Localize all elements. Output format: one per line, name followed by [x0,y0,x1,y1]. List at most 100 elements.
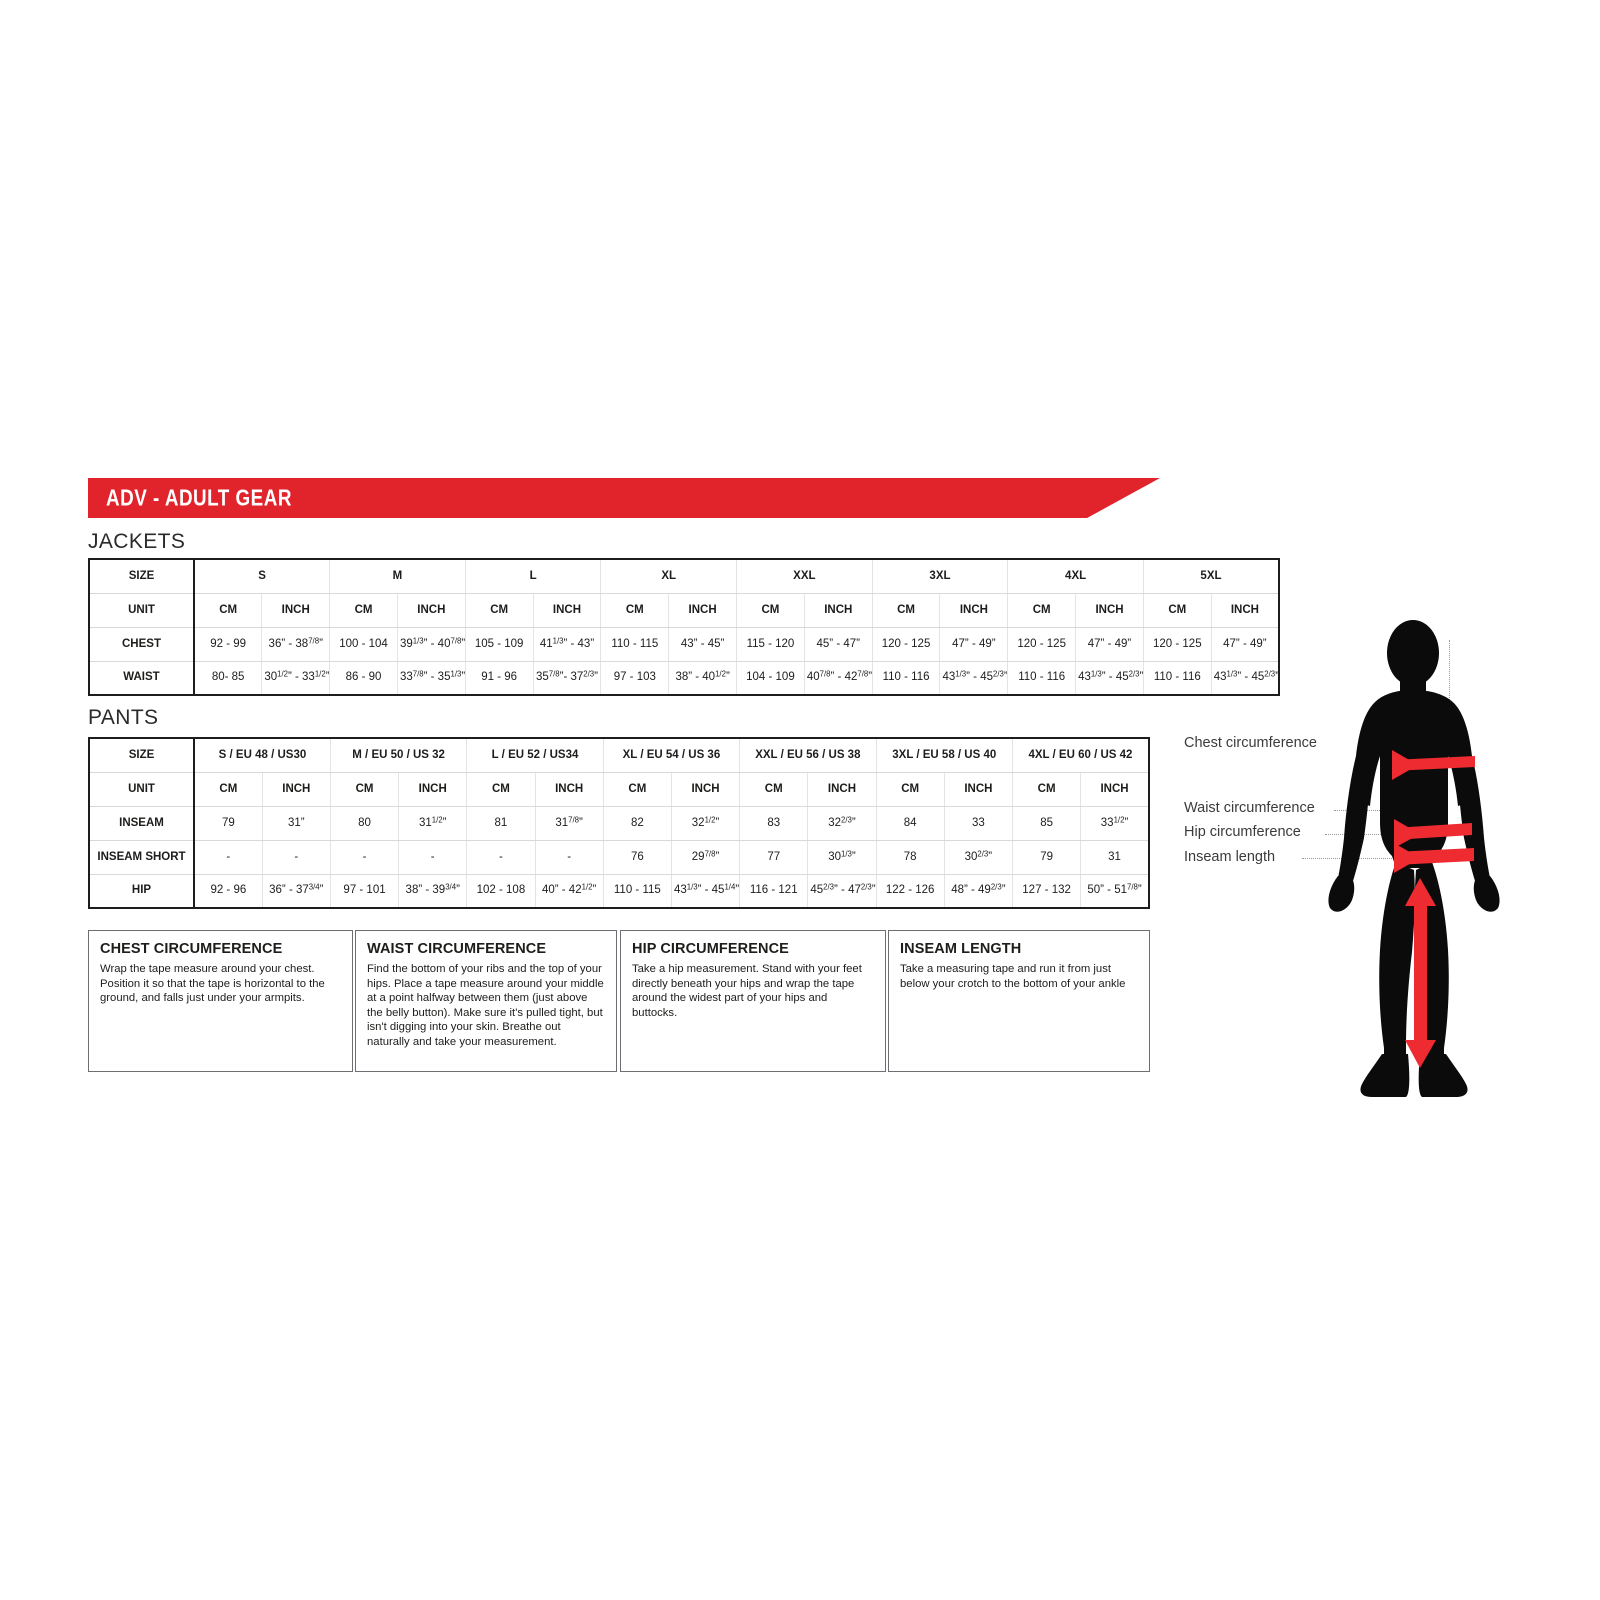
cell-2-1: 36” - 373/4” [261,873,331,908]
cell-0-15: 47” - 49” [1210,626,1280,662]
body-measurement-diagram [1300,610,1530,1100]
cell-1-4: - [466,839,536,875]
table-header-row: SIZE S / EU 48 / US30 M / EU 50 / US 32 L /… [89,737,1149,773]
info-box-2: HIP CIRCUMFERENCE Take a hip measurement.… [620,930,886,1072]
inseam-measure-arrow [1405,878,1436,1068]
cell-1-1: - [261,839,331,875]
cell-1-0: - [193,839,263,875]
unit-header-1-0: CM [329,771,400,807]
unit-header-2-1: INCH [534,771,604,807]
cell-0-6: 82 [602,805,672,841]
adv-adult-gear-banner: ADV - ADULT GEAR [88,478,1160,518]
cell-0-0: 92 - 99 [193,626,263,662]
unit-header-6-0: CM [1007,592,1077,628]
jackets-size-table: SIZE S M L XL XXL 3XL 4XL 5XL UNIT CM INCH CM INCH CM I… [88,558,1281,696]
cell-1-13: 431/3” - 452/3” [1075,660,1144,695]
unit-header-6-1: INCH [1075,592,1144,628]
cell-0-9: 45” - 47” [803,626,873,662]
info-box-title-2: HIP CIRCUMFERENCE [632,941,789,957]
unit-header-3-0: CM [600,592,670,628]
cell-0-4: 105 - 109 [464,626,534,662]
size-header-5: 3XL [871,558,1009,594]
table-unit-row: UNIT CM INCH CM INCH CM INCH CM INCH CM INCH CM INCH… [89,771,1149,807]
cell-1-5: - [534,839,604,875]
cell-1-13: 31 [1080,839,1149,875]
cell-1-8: 77 [739,839,809,875]
size-header-1: M [329,558,466,594]
banner-title-text: ADV - ADULT GEAR [106,484,292,511]
unit-header-3-1: INCH [668,592,738,628]
table-row: HIP 92 - 96 36” - 373/4” 97 - 101 38” - 393/… [89,873,1149,908]
unit-header-2-0: CM [464,592,534,628]
chest-measure-arrow [1392,750,1475,780]
unit-header-4-1: INCH [803,592,873,628]
size-header-0: S [193,558,331,594]
diagram-label-inseam: Inseam length [1184,849,1276,865]
cell-1-1: 301/2” - 331/2” [261,660,331,695]
cell-1-9: 301/3” [807,839,877,875]
cell-0-10: 84 [875,805,945,841]
cell-1-14: 110 - 116 [1142,660,1212,695]
cell-1-2: - [329,839,400,875]
unit-header-0-1: INCH [261,592,331,628]
row-label-1: INSEAM SHORT [89,839,195,875]
unit-header-2-1: INCH [532,592,602,628]
cell-0-12: 85 [1011,805,1082,841]
cell-1-12: 110 - 116 [1007,660,1077,695]
cell-0-4: 81 [466,805,536,841]
cell-1-12: 79 [1011,839,1082,875]
cell-0-12: 120 - 125 [1007,626,1077,662]
cell-2-4: 102 - 108 [466,873,536,908]
cell-2-0: 92 - 96 [193,873,263,908]
size-header-1: M / EU 50 / US 32 [329,737,468,773]
info-box-title-3: INSEAM LENGTH [900,941,1022,957]
cell-1-8: 104 - 109 [736,660,805,695]
unit-header-3-0: CM [602,771,672,807]
cell-2-13: 50” - 517/8” [1080,873,1149,908]
size-header-6: 4XL [1007,558,1144,594]
info-box-1: WAIST CIRCUMFERENCE Find the bottom of yo… [355,930,617,1072]
cell-1-7: 297/8” [670,839,741,875]
cell-0-7: 43” - 45” [668,626,738,662]
unit-header-1-1: INCH [398,771,468,807]
cell-0-8: 115 - 120 [736,626,805,662]
unit-header-0-1: INCH [261,771,331,807]
cell-0-11: 33 [943,805,1013,841]
size-header-6: 4XL / EU 60 / US 42 [1011,737,1149,773]
cell-1-0: 80- 85 [193,660,263,695]
cell-1-3: - [398,839,468,875]
cell-1-11: 431/3” - 452/3” [939,660,1009,695]
cell-2-8: 116 - 121 [739,873,809,908]
unit-header-6-0: CM [1011,771,1082,807]
unit-header-0-0: CM [193,592,263,628]
cell-0-8: 83 [739,805,809,841]
cell-2-6: 110 - 115 [602,873,672,908]
unit-header-5-0: CM [875,771,945,807]
table-row: CHEST 92 - 99 36” - 387/8” 100 - 104 391/3” … [89,626,1280,662]
banner-background [88,478,1160,518]
header-unit-label: UNIT [89,771,195,807]
cell-1-7: 38” - 401/2” [668,660,738,695]
info-box-text-1: Find the bottom of your ribs and the top… [367,963,604,1048]
unit-header-4-1: INCH [807,771,877,807]
cell-2-5: 40” - 421/2” [534,873,604,908]
hip-measure-arrow [1394,843,1474,873]
unit-header-1-0: CM [329,592,398,628]
info-box-title-1: WAIST CIRCUMFERENCE [367,941,547,957]
diagram-label-waist: Waist circumference [1184,800,1315,816]
size-header-0: S / EU 48 / US30 [193,737,331,773]
cell-1-6: 76 [602,839,672,875]
row-label-0: CHEST [89,626,195,662]
cell-0-13: 47” - 49” [1075,626,1144,662]
unit-header-0-0: CM [193,771,263,807]
cell-0-1: 36” - 387/8” [261,626,331,662]
table-row: INSEAM 79 31” 80 311/2” 81 317/8” 82 321/2” 83 322… [89,805,1149,841]
cell-0-2: 100 - 104 [329,626,398,662]
cell-1-4: 91 - 96 [464,660,534,695]
info-box-text-2: Take a hip measurement. Stand with your … [632,963,862,1019]
info-box-text-3: Take a measuring tape and run it from ju… [900,963,1126,990]
unit-header-5-1: INCH [939,592,1009,628]
table-row: WAIST 80- 85 301/2” - 331/2” 86 - 90 337/8” … [89,660,1280,695]
cell-0-3: 391/3” - 407/8” [396,626,466,662]
unit-header-4-0: CM [736,592,805,628]
